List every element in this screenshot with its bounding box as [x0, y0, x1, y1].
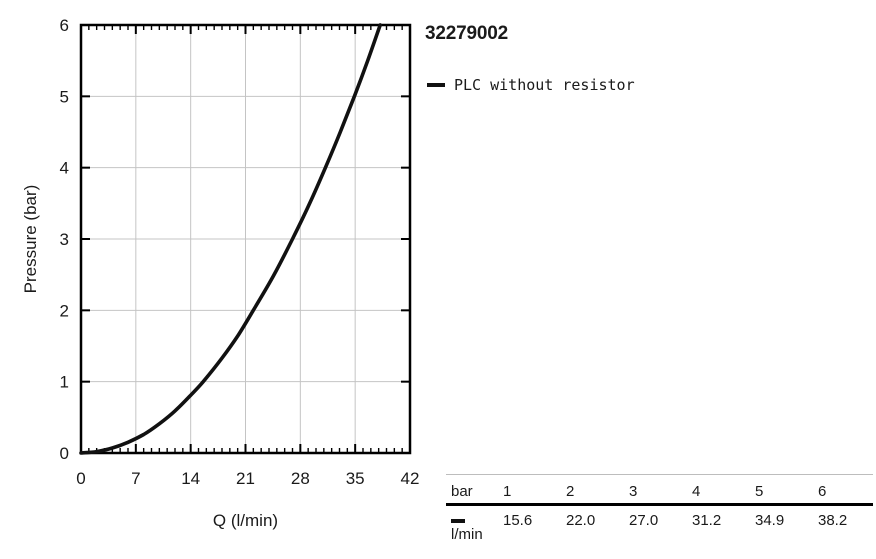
- svg-text:42: 42: [401, 469, 420, 488]
- legend-line-marker: [427, 83, 445, 87]
- product-code-title: 32279002: [425, 23, 508, 44]
- x-axis-label: Q (l/min): [212, 511, 279, 530]
- svg-text:14: 14: [181, 469, 200, 488]
- table-cell: 27.0: [629, 512, 659, 529]
- table-header-cell: 2: [566, 483, 575, 500]
- table-header-cell: 5: [755, 483, 764, 500]
- table-cell: 34.9: [755, 512, 785, 529]
- svg-text:1: 1: [60, 373, 69, 392]
- table-header-cell: 1: [503, 483, 512, 500]
- table-header-cell: 4: [692, 483, 701, 500]
- flow-unit-label: l/min: [451, 526, 483, 543]
- plot-frame: [79, 23, 412, 455]
- table-series-cell: l/min: [446, 512, 503, 543]
- svg-text:5: 5: [60, 87, 69, 106]
- svg-text:0: 0: [60, 444, 69, 463]
- table-header-unit: bar: [451, 483, 473, 500]
- table-header-cell: 6: [818, 483, 827, 500]
- svg-text:28: 28: [291, 469, 310, 488]
- svg-text:3: 3: [60, 230, 69, 249]
- table-header-row: bar 1 2 3 4 5 6: [446, 475, 873, 506]
- series-line-marker: [451, 519, 465, 523]
- x-tick-labels: 0 7 14 21 28 35 42: [76, 469, 419, 488]
- y-axis-label: Pressure (bar): [21, 184, 40, 294]
- table-cell: 22.0: [566, 512, 596, 529]
- flow-rate-table: bar 1 2 3 4 5 6 l/min 15.6 22.0 27.0 31.…: [446, 474, 873, 543]
- curve-plc-without-resistor: [79, 23, 382, 455]
- svg-text:4: 4: [60, 159, 69, 178]
- legend-label: PLC without resistor: [454, 76, 635, 94]
- svg-text:21: 21: [236, 469, 255, 488]
- legend: PLC without resistor: [427, 76, 635, 94]
- svg-text:0: 0: [76, 469, 85, 488]
- table-value-row: l/min 15.6 22.0 27.0 31.2 34.9 38.2: [446, 506, 873, 543]
- table-cell: 15.6: [503, 512, 533, 529]
- grid-lines: [81, 25, 410, 453]
- svg-text:35: 35: [346, 469, 365, 488]
- pressure-flow-chart: 0 7 14 21 28 35 42 0 1 2 3 4 5 6: [60, 16, 420, 488]
- table-header-cell: 3: [629, 483, 638, 500]
- svg-text:6: 6: [60, 16, 69, 35]
- table-cell: 38.2: [818, 512, 848, 529]
- y-tick-labels: 0 1 2 3 4 5 6: [60, 16, 69, 463]
- svg-text:2: 2: [60, 301, 69, 320]
- svg-text:7: 7: [131, 469, 140, 488]
- table-cell: 31.2: [692, 512, 722, 529]
